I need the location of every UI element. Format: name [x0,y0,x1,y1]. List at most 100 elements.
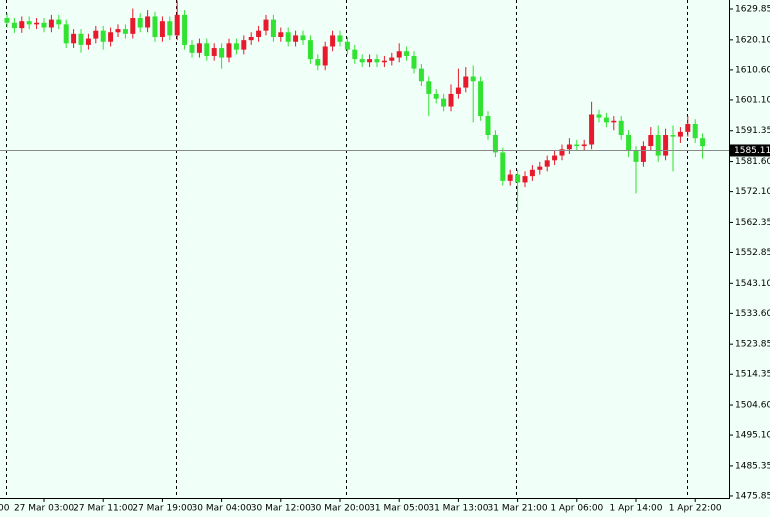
candle-body [618,120,624,136]
candle-body [700,138,706,147]
candle-body [159,21,165,37]
candle-body [285,32,291,42]
candle-body [648,135,654,147]
candle-body [522,176,528,183]
candle-body [381,60,387,63]
candle-body [529,169,535,177]
candle-body [626,135,632,151]
candle-body [174,14,180,36]
x-tick-label: 30 Mar 12:00 [251,504,311,514]
y-tick-label: 1581.60 [735,157,770,167]
candle-body [396,51,402,58]
candle-body [500,152,506,181]
candle-body [122,29,128,34]
x-tick-label: 1 Apr 14:00 [610,504,663,514]
candle-body [41,22,47,28]
candle-body [670,135,676,137]
candle-body [552,155,558,161]
candle-body [404,51,410,56]
x-tick-label: 31 Mar 13:00 [428,504,488,514]
x-tick-label: 27 Mar 03:00 [14,504,74,514]
y-tick-label: 1601.10 [735,95,770,105]
candle-body [455,87,461,94]
candle-body [189,44,195,53]
candle-body [663,135,669,156]
x-tick-label: 30 Mar 04:00 [192,504,252,514]
x-tick-label: 1 Apr 06:00 [550,504,603,514]
candle-body [4,18,10,23]
candle-body [167,21,173,36]
y-tick-label: 1562.35 [735,218,770,228]
candle-body [100,30,106,42]
candle-body [322,46,328,66]
candle-body [485,116,491,136]
y-tick-label: 1552.85 [735,248,770,258]
candle-body [11,22,17,29]
candle-body [137,18,143,28]
y-tick-label: 1514.35 [735,370,770,380]
candle-body [233,43,239,50]
candle-body [596,114,602,118]
candle-body [256,30,262,37]
candle-body [359,59,365,63]
y-tick-label: 1629.85 [735,5,770,15]
candle-body [692,123,698,139]
candle-body [278,32,284,37]
candle-body [85,38,91,45]
candle-body [19,21,25,29]
y-tick-label: 1504.60 [735,401,770,411]
y-tick-label: 1620.10 [735,35,770,45]
candle-body [611,120,617,123]
y-tick-label: 1495.10 [735,431,770,441]
candle-body [374,59,380,63]
candle-body [196,43,202,53]
candle-body [633,150,639,162]
candle-body [426,81,432,94]
current-price-box [730,144,770,157]
candle-body [507,174,513,181]
candle-body [559,149,565,156]
candle-body [315,59,321,66]
candle-body [603,117,609,123]
candle-body [470,76,476,82]
candle-body [677,131,683,137]
y-tick-label: 1475.85 [735,491,770,501]
candle-body [307,40,313,60]
y-tick-label: 1572.10 [735,187,770,197]
candle-body [463,76,469,88]
candle-body [433,93,439,99]
candle-body [337,35,343,42]
x-tick-label: 31 Mar 05:00 [369,504,429,514]
candle-body [300,35,306,41]
candle-body [71,33,77,44]
candle-body [78,33,84,45]
candle-body [492,135,498,153]
candle-body [130,18,136,34]
candle-body [48,19,54,28]
candle-body [293,35,299,42]
x-tick-label: 1 Apr 22:00 [669,504,722,514]
candle-body [685,123,691,132]
candle-body [219,48,225,58]
candle-body [152,16,158,37]
current-price-label: 1585.11 [734,146,770,156]
candle-body [441,98,447,107]
candle-body [182,14,188,45]
y-tick-label: 1591.35 [735,126,770,136]
candle-body [566,144,572,150]
candle-body [241,40,247,50]
candle-body [411,55,417,69]
candle-body [515,174,521,183]
candle-body [537,166,543,170]
candle-body [145,16,151,28]
y-tick-label: 1543.10 [735,279,770,289]
y-tick-label: 1533.60 [735,309,770,319]
candle-body [581,144,587,147]
y-tick-label: 1610.60 [735,65,770,75]
candle-body [352,49,358,60]
candle-body [574,144,580,147]
candle-body [56,19,62,25]
candle-body [115,29,121,33]
